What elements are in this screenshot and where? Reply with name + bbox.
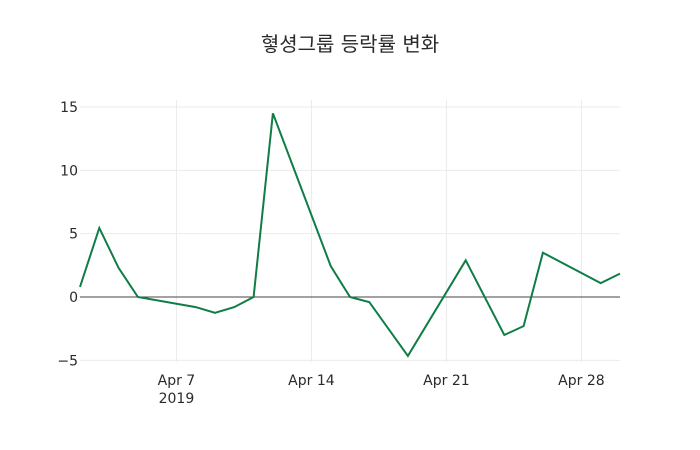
x-tick-label: Apr 7 — [158, 373, 196, 389]
y-tick-label: 0 — [69, 290, 78, 306]
series-line — [79, 112, 621, 358]
x-tick-label: Apr 14 — [288, 373, 335, 389]
chart-title: 혛셩그룹 등락률 변화 — [260, 32, 440, 56]
grid-lines — [80, 100, 620, 362]
y-tick-label: −5 — [57, 353, 78, 369]
y-axis-ticks: −5 0 5 10 15 — [57, 100, 78, 369]
y-tick-label: 15 — [60, 100, 78, 116]
x-tick-year-label: 2019 — [159, 391, 195, 407]
y-tick-label: 5 — [69, 227, 78, 243]
y-tick-label: 10 — [60, 163, 78, 179]
x-tick-label: Apr 28 — [558, 373, 604, 389]
x-axis-ticks: Apr 7 2019 Apr 14 Apr 21 Apr 28 — [158, 373, 605, 407]
x-tick-label: Apr 21 — [423, 373, 469, 389]
